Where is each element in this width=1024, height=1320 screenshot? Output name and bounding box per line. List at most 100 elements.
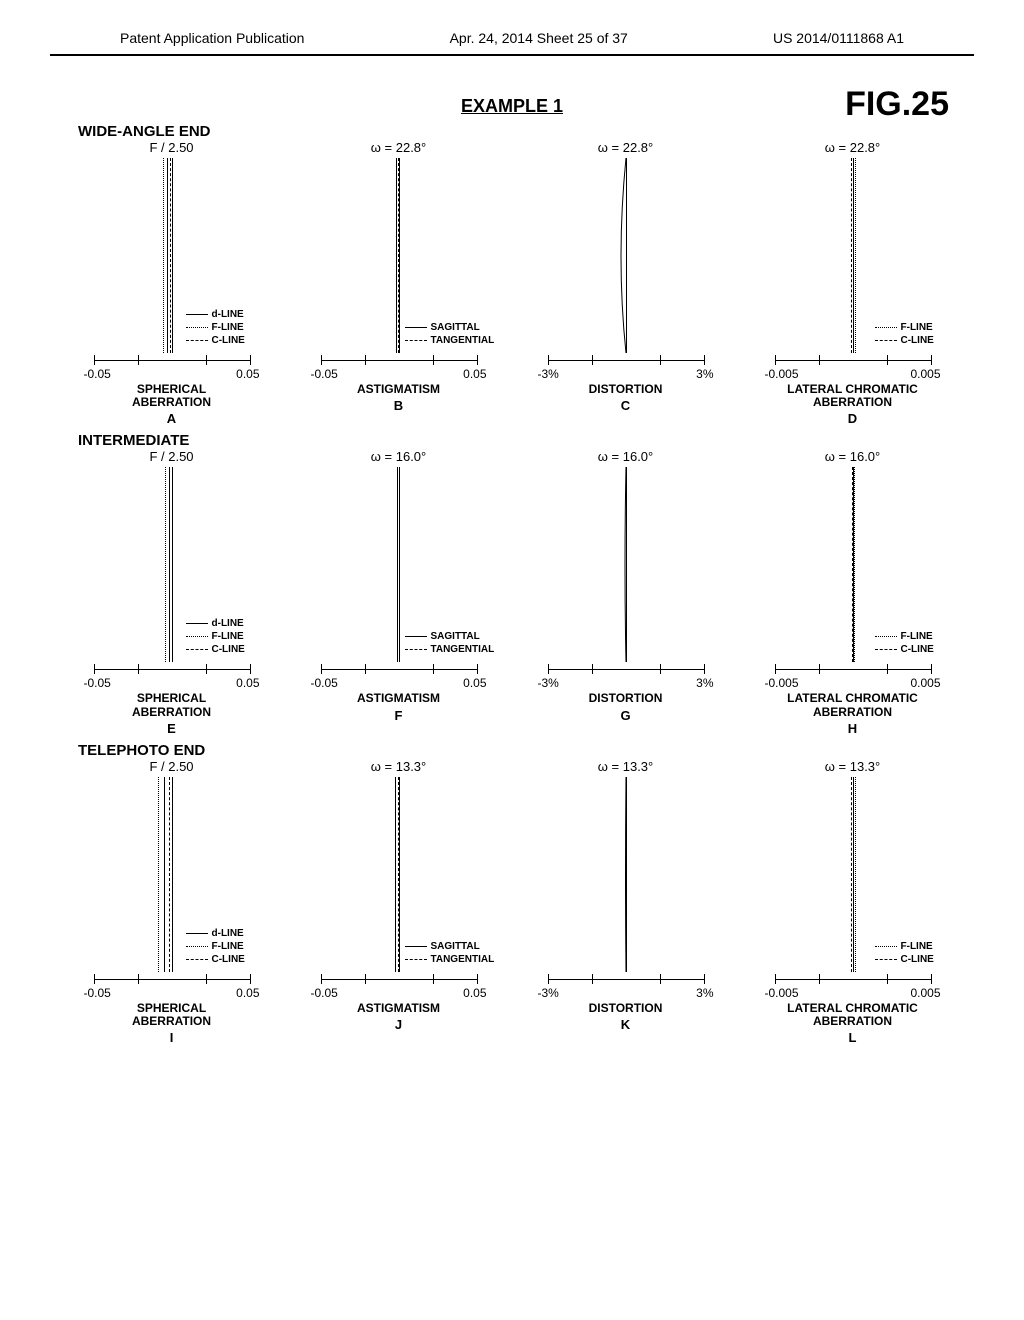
subplot-letter: J xyxy=(395,1017,402,1032)
plot-area: F-LINEC-LINE xyxy=(763,777,943,972)
x-axis xyxy=(763,353,943,367)
plot-area: SAGITTALTANGENTIAL xyxy=(309,777,489,972)
x-axis xyxy=(763,662,943,676)
plot-area: d-LINEF-LINEC-LINE xyxy=(82,467,262,662)
curve xyxy=(169,467,170,662)
chart-parameter: ω = 13.3° xyxy=(371,759,426,774)
legend-row: TANGENTIAL xyxy=(405,334,495,347)
legend-line-icon xyxy=(405,340,427,341)
y-axis xyxy=(399,777,400,972)
x-axis xyxy=(536,353,716,367)
x-axis xyxy=(309,662,489,676)
chart-title: LATERAL CHROMATICABERRATION xyxy=(787,383,918,409)
legend-row: F-LINE xyxy=(186,630,245,643)
figure-content: EXAMPLE 1 WIDE-ANGLE ENDF / 2.50d-LINEF-… xyxy=(0,56,1024,1045)
plot-area: SAGITTALTANGENTIAL xyxy=(309,467,489,662)
curve xyxy=(851,158,852,353)
legend-text: TANGENTIAL xyxy=(431,334,495,347)
legend-text: C-LINE xyxy=(901,643,934,656)
legend-row: C-LINE xyxy=(875,643,934,656)
chart-cell-lateral: ω = 22.8°F-LINEC-LINE-0.0050.005LATERAL … xyxy=(741,140,964,426)
x-axis-labels: -0.050.05 xyxy=(309,367,489,381)
chart-parameter: ω = 22.8° xyxy=(598,140,653,155)
chart-parameter: ω = 16.0° xyxy=(825,449,880,464)
subplot-letter: K xyxy=(621,1017,630,1032)
legend-line-icon xyxy=(405,327,427,328)
legend-line-icon xyxy=(405,946,427,947)
legend-row: d-LINE xyxy=(186,617,245,630)
curve xyxy=(165,467,166,662)
legend-row: F-LINE xyxy=(186,940,245,953)
chart-legend: d-LINEF-LINEC-LINE xyxy=(186,927,245,966)
x-axis-labels: -0.050.05 xyxy=(82,986,262,1000)
chart-row: F / 2.50d-LINEF-LINEC-LINE-0.050.05SPHER… xyxy=(60,449,964,735)
chart-title: LATERAL CHROMATICABERRATION xyxy=(787,1002,918,1028)
chart-cell-astigmatism: ω = 22.8° SAGITTALTANGENTIAL -0.050.05 ASTI… xyxy=(287,140,510,426)
legend-text: C-LINE xyxy=(212,953,245,966)
curve xyxy=(158,777,159,972)
y-axis xyxy=(172,777,173,972)
header-right: US 2014/0111868 A1 xyxy=(773,30,904,46)
curve xyxy=(854,467,855,662)
x-axis-labels: -0.050.05 xyxy=(309,986,489,1000)
curve xyxy=(855,777,856,972)
legend-line-icon xyxy=(405,649,427,650)
x-axis xyxy=(536,662,716,676)
y-axis xyxy=(172,158,173,353)
chart-parameter: ω = 16.0° xyxy=(371,449,426,464)
x-axis xyxy=(82,353,262,367)
row-label: WIDE-ANGLE END xyxy=(78,123,964,140)
legend-line-icon xyxy=(186,636,208,637)
legend-text: d-LINE xyxy=(212,617,244,630)
curve xyxy=(169,777,170,972)
legend-line-icon xyxy=(875,340,897,341)
chart-parameter: F / 2.50 xyxy=(149,140,193,155)
chart-cell-spherical: F / 2.50d-LINEF-LINEC-LINE-0.050.05SPHER… xyxy=(60,759,283,1045)
legend-row: TANGENTIAL xyxy=(405,643,495,656)
legend-row: C-LINE xyxy=(186,953,245,966)
curve xyxy=(164,777,165,972)
x-axis-labels: -0.0050.005 xyxy=(763,676,943,690)
subplot-letter: F xyxy=(395,708,403,723)
x-axis xyxy=(309,353,489,367)
subplot-letter: G xyxy=(620,708,630,723)
x-axis-labels: -3%3% xyxy=(536,676,716,690)
x-axis xyxy=(309,972,489,986)
plot-area xyxy=(536,777,716,972)
legend-text: SAGITTAL xyxy=(431,940,480,953)
y-axis xyxy=(853,158,854,353)
chart-parameter: ω = 22.8° xyxy=(371,140,426,155)
figure-label: FIG.25 xyxy=(845,85,949,124)
y-axis xyxy=(399,158,400,353)
chart-title: SPHERICALABERRATION xyxy=(132,692,211,718)
curve xyxy=(172,467,173,662)
chart-cell-lateral: ω = 16.0°F-LINEC-LINE-0.0050.005LATERAL … xyxy=(741,449,964,735)
legend-text: F-LINE xyxy=(212,940,244,953)
x-axis-labels: -0.050.05 xyxy=(82,367,262,381)
legend-row: F-LINE xyxy=(186,321,245,334)
chart-title: LATERAL CHROMATICABERRATION xyxy=(787,692,918,718)
chart-title: ASTIGMATISM xyxy=(357,383,440,396)
legend-line-icon xyxy=(875,636,897,637)
legend-text: SAGITTAL xyxy=(431,321,480,334)
legend-row: C-LINE xyxy=(186,334,245,347)
legend-line-icon xyxy=(875,946,897,947)
x-axis xyxy=(82,972,262,986)
legend-line-icon xyxy=(875,959,897,960)
chart-title: DISTORTION xyxy=(589,383,663,396)
subplot-letter: C xyxy=(621,398,630,413)
subplot-letter: A xyxy=(167,411,176,426)
subplot-letter: D xyxy=(848,411,857,426)
curve xyxy=(399,467,400,662)
curve xyxy=(398,158,399,353)
curve xyxy=(855,158,856,353)
legend-line-icon xyxy=(875,327,897,328)
header-center: Apr. 24, 2014 Sheet 25 of 37 xyxy=(450,30,628,46)
chart-title: ASTIGMATISM xyxy=(357,1002,440,1015)
example-title: EXAMPLE 1 xyxy=(60,96,964,117)
legend-text: C-LINE xyxy=(212,334,245,347)
legend-row: d-LINE xyxy=(186,308,245,321)
legend-text: C-LINE xyxy=(212,643,245,656)
legend-text: C-LINE xyxy=(901,953,934,966)
legend-row: C-LINE xyxy=(186,643,245,656)
